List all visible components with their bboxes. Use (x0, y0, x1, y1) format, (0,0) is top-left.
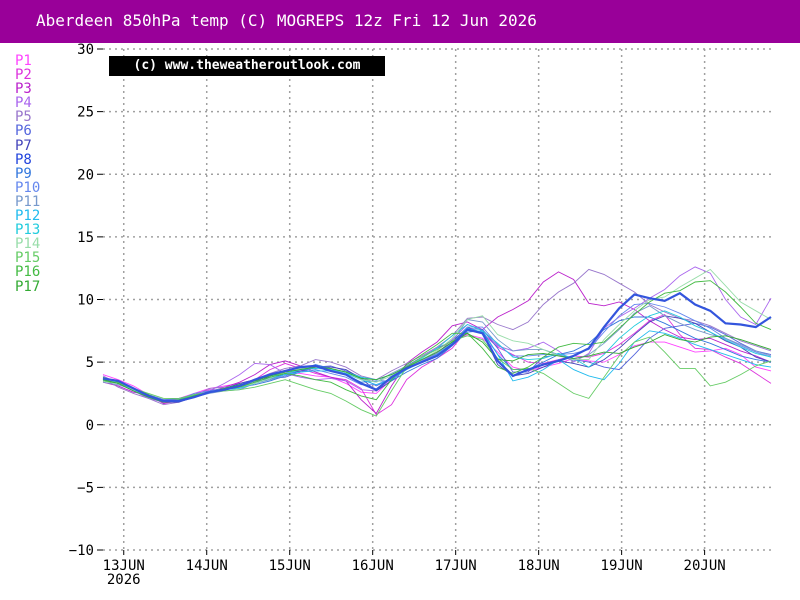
x-tick-label: 13JUN (103, 558, 145, 574)
axes: −10 −5 0 5 10 15 20 25 30 13JUN 14JUN 15JUN 16JUN 17J… (69, 42, 726, 588)
x-tick-label: 14JUN (186, 558, 228, 574)
series-line-p2 (102, 313, 772, 416)
legend-item-p8: P8 (15, 151, 32, 168)
legend-item-p7: P7 (15, 137, 32, 154)
legend-item-p15: P15 (15, 250, 41, 267)
x-tick-label: 16JUN (352, 558, 394, 574)
y-tick-label: 5 (86, 355, 94, 371)
x-tick-label: 19JUN (601, 558, 643, 574)
series-line-p4 (102, 266, 772, 403)
series-line-p5 (102, 268, 772, 406)
legend-item-p12: P12 (15, 208, 41, 225)
legend-item-p17: P17 (15, 278, 41, 295)
series-line-p11 (102, 305, 772, 403)
highlight-line (102, 291, 772, 403)
x-tick-label: 20JUN (684, 558, 726, 574)
y-tick-label: 30 (77, 42, 94, 58)
legend-item-p9: P9 (15, 165, 32, 182)
x-tick-label: 17JUN (435, 558, 477, 574)
legend-item-p6: P6 (15, 123, 32, 140)
copyright-label: (c) www.theweatheroutlook.com (109, 56, 385, 76)
series-line-p10 (102, 302, 772, 401)
y-tick-label: 10 (77, 293, 94, 309)
legend-item-p16: P16 (15, 264, 41, 281)
legend-item-p13: P13 (15, 222, 41, 239)
legend-item-p5: P5 (15, 109, 32, 126)
y-tick-label: 15 (77, 230, 94, 246)
legend-item-p4: P4 (15, 95, 32, 112)
title-bar: Aberdeen 850hPa temp (C) MOGREPS 12z Fri… (0, 0, 800, 43)
x-year-label: 2026 (107, 572, 141, 588)
y-tick-label: 25 (77, 105, 94, 121)
legend-item-p14: P14 (15, 236, 41, 253)
series-line-p14 (102, 268, 772, 403)
y-tick-label: 0 (86, 418, 94, 434)
chart-title: Aberdeen 850hPa temp (C) MOGREPS 12z Fri… (36, 11, 537, 30)
x-tick-label: 15JUN (269, 558, 311, 574)
y-tick-label: −10 (69, 543, 94, 559)
grid (103, 48, 771, 551)
legend-item-p1: P1 (15, 53, 32, 69)
legend-item-p10: P10 (15, 179, 41, 196)
legend-item-p2: P2 (15, 67, 32, 84)
legend-item-p11: P11 (15, 193, 41, 210)
x-tick-label: 18JUN (518, 558, 560, 574)
legend: P1 P2 P3 P4 P5 P6 P7 P8 P9 P10 P11 P12 P13 P14 P15 P16 P… (15, 54, 40, 294)
series-line-p8 (102, 291, 772, 403)
series-line-p6 (102, 322, 772, 401)
legend-item-p3: P3 (15, 81, 32, 98)
series-line-p9 (102, 316, 772, 403)
y-tick-label: 20 (77, 167, 94, 183)
y-tick-label: −5 (77, 480, 94, 496)
